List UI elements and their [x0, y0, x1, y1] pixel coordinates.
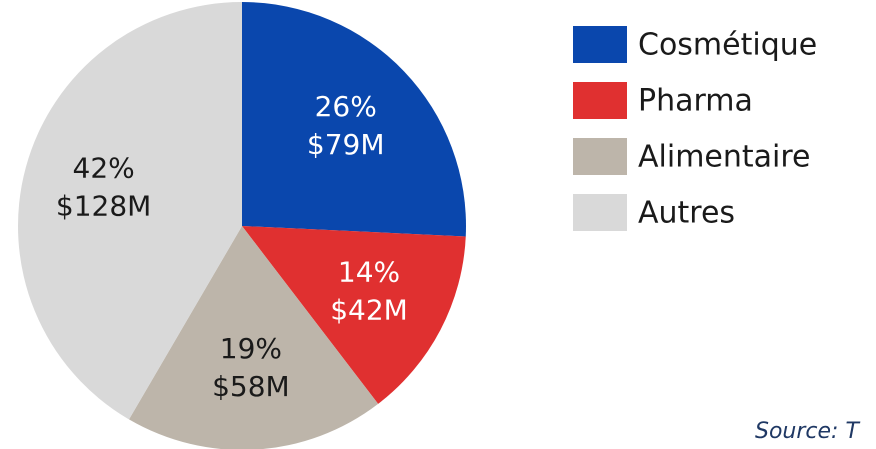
slice-amount: $128M [56, 190, 151, 223]
source: Source: T [755, 419, 860, 444]
pie-slice [242, 226, 466, 404]
slice-percent: 42% [73, 152, 135, 185]
legend-label: Autres [638, 196, 735, 231]
legend-swatch [573, 82, 627, 119]
legend-swatch [573, 194, 627, 231]
legend-swatch [573, 138, 627, 175]
slice-amount: $42M [330, 293, 408, 326]
legend-label: Pharma [638, 84, 753, 119]
legend-label: Cosmétique [638, 28, 817, 63]
pie-slice [242, 2, 466, 237]
slice-percent: 26% [315, 90, 377, 123]
legend-label: Alimentaire [638, 140, 811, 175]
slice-amount: $58M [212, 370, 290, 403]
pie-slice [128, 226, 379, 449]
slice-amount: $79M [307, 128, 385, 161]
slice-percent: 14% [338, 255, 400, 288]
slice-percent: 19% [220, 332, 282, 365]
legend-swatch [573, 26, 627, 63]
pie-slice [17, 2, 243, 420]
